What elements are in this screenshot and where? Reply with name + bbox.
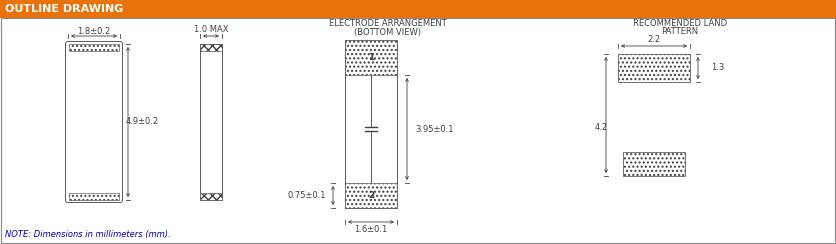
Text: ELECTRODE ARRANGEMENT: ELECTRODE ARRANGEMENT [329,20,447,29]
Text: 4.9±0.2: 4.9±0.2 [125,118,159,126]
Text: OUTLINE DRAWING: OUTLINE DRAWING [5,4,124,14]
Bar [69,44,119,51]
Text: 1.8±0.2: 1.8±0.2 [78,27,110,35]
Text: PATTERN: PATTERN [661,28,699,37]
Bar [623,152,685,176]
Text: 1.0 MAX: 1.0 MAX [194,26,228,34]
Bar [345,183,397,208]
Text: 1: 1 [368,53,375,62]
Text: 0.75±0.1: 0.75±0.1 [288,191,326,200]
Bar [618,54,690,82]
Text: 3.95±0.1: 3.95±0.1 [415,124,454,133]
Text: NOTE: Dimensions in millimeters (mm).: NOTE: Dimensions in millimeters (mm). [5,231,171,240]
Bar [200,193,222,200]
Bar [345,40,397,208]
Text: RECOMMENDED LAND: RECOMMENDED LAND [633,20,727,29]
Text: 1.6±0.1: 1.6±0.1 [354,225,388,234]
Bar [200,44,222,51]
Bar [200,44,222,200]
Bar [345,40,397,75]
Text: 2.2: 2.2 [647,35,660,44]
FancyBboxPatch shape [65,41,123,203]
Bar [0,0,836,18]
Text: 2: 2 [368,191,375,200]
Text: 4.2: 4.2 [594,122,608,132]
Bar [69,193,119,200]
Text: (BOTTOM VIEW): (BOTTOM VIEW) [354,28,421,37]
Text: 1.3: 1.3 [711,63,724,72]
